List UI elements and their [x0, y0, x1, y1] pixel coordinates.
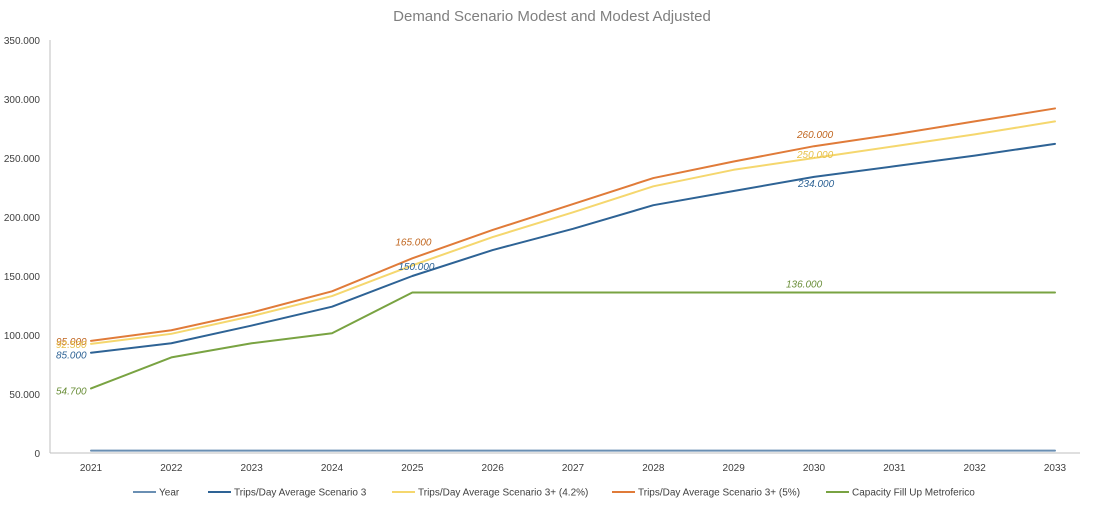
data-label: 95.000 [56, 337, 87, 348]
data-label: 260.000 [796, 130, 834, 141]
x-tick-label: 2030 [803, 463, 826, 474]
legend-label: Trips/Day Average Scenario 3+ (5%) [638, 488, 800, 499]
data-label: 165.000 [395, 237, 432, 248]
series-line [90, 107, 1056, 342]
y-tick-label: 300.000 [4, 95, 41, 106]
x-tick-label: 2023 [241, 463, 264, 474]
y-tick-label: 250.000 [4, 154, 41, 165]
series-line [90, 142, 1056, 354]
y-tick-label: 100.000 [4, 331, 41, 342]
x-tick-label: 2022 [160, 463, 183, 474]
x-tick-label: 2024 [321, 463, 344, 474]
chart-legend: Year Trips/Day Average Scenario 3 Trips/Da… [133, 488, 975, 499]
series-line [90, 120, 1056, 345]
data-label: 234.000 [797, 179, 835, 190]
x-tick-label: 2028 [642, 463, 665, 474]
data-label: 150.000 [398, 262, 435, 273]
legend-label: Year [159, 488, 180, 499]
data-label: 92.500 [56, 340, 87, 351]
y-tick-label: 200.000 [4, 213, 41, 224]
x-tick-label: 2025 [401, 463, 424, 474]
legend-label: Trips/Day Average Scenario 3 [234, 488, 367, 499]
chart-axes: 0 50.000 100.000 150.000 200.000 250.000 300.0… [4, 36, 1080, 474]
y-tick-label: 50.000 [9, 390, 40, 401]
y-tick-label: 350.000 [4, 36, 41, 47]
y-tick-label: 150.000 [4, 272, 41, 283]
x-tick-label: 2026 [482, 463, 505, 474]
x-tick-label: 2031 [883, 463, 906, 474]
y-tick-label: 0 [34, 449, 40, 460]
chart-title: Demand Scenario Modest and Modest Adjust… [393, 8, 711, 25]
data-label: 136.000 [786, 280, 823, 291]
data-label: 54.700 [56, 386, 87, 397]
x-tick-label: 2027 [562, 463, 585, 474]
legend-label: Trips/Day Average Scenario 3+ (4.2%) [418, 488, 588, 499]
chart-series [90, 107, 1056, 452]
data-label: 250.000 [796, 150, 834, 161]
x-tick-label: 2021 [80, 463, 103, 474]
series-line [90, 291, 1056, 390]
x-tick-label: 2032 [964, 463, 987, 474]
data-label: 85.000 [56, 351, 87, 362]
x-tick-label: 2033 [1044, 463, 1067, 474]
x-tick-label: 2029 [723, 463, 746, 474]
legend-label: Capacity Fill Up Metroferico [852, 488, 975, 499]
